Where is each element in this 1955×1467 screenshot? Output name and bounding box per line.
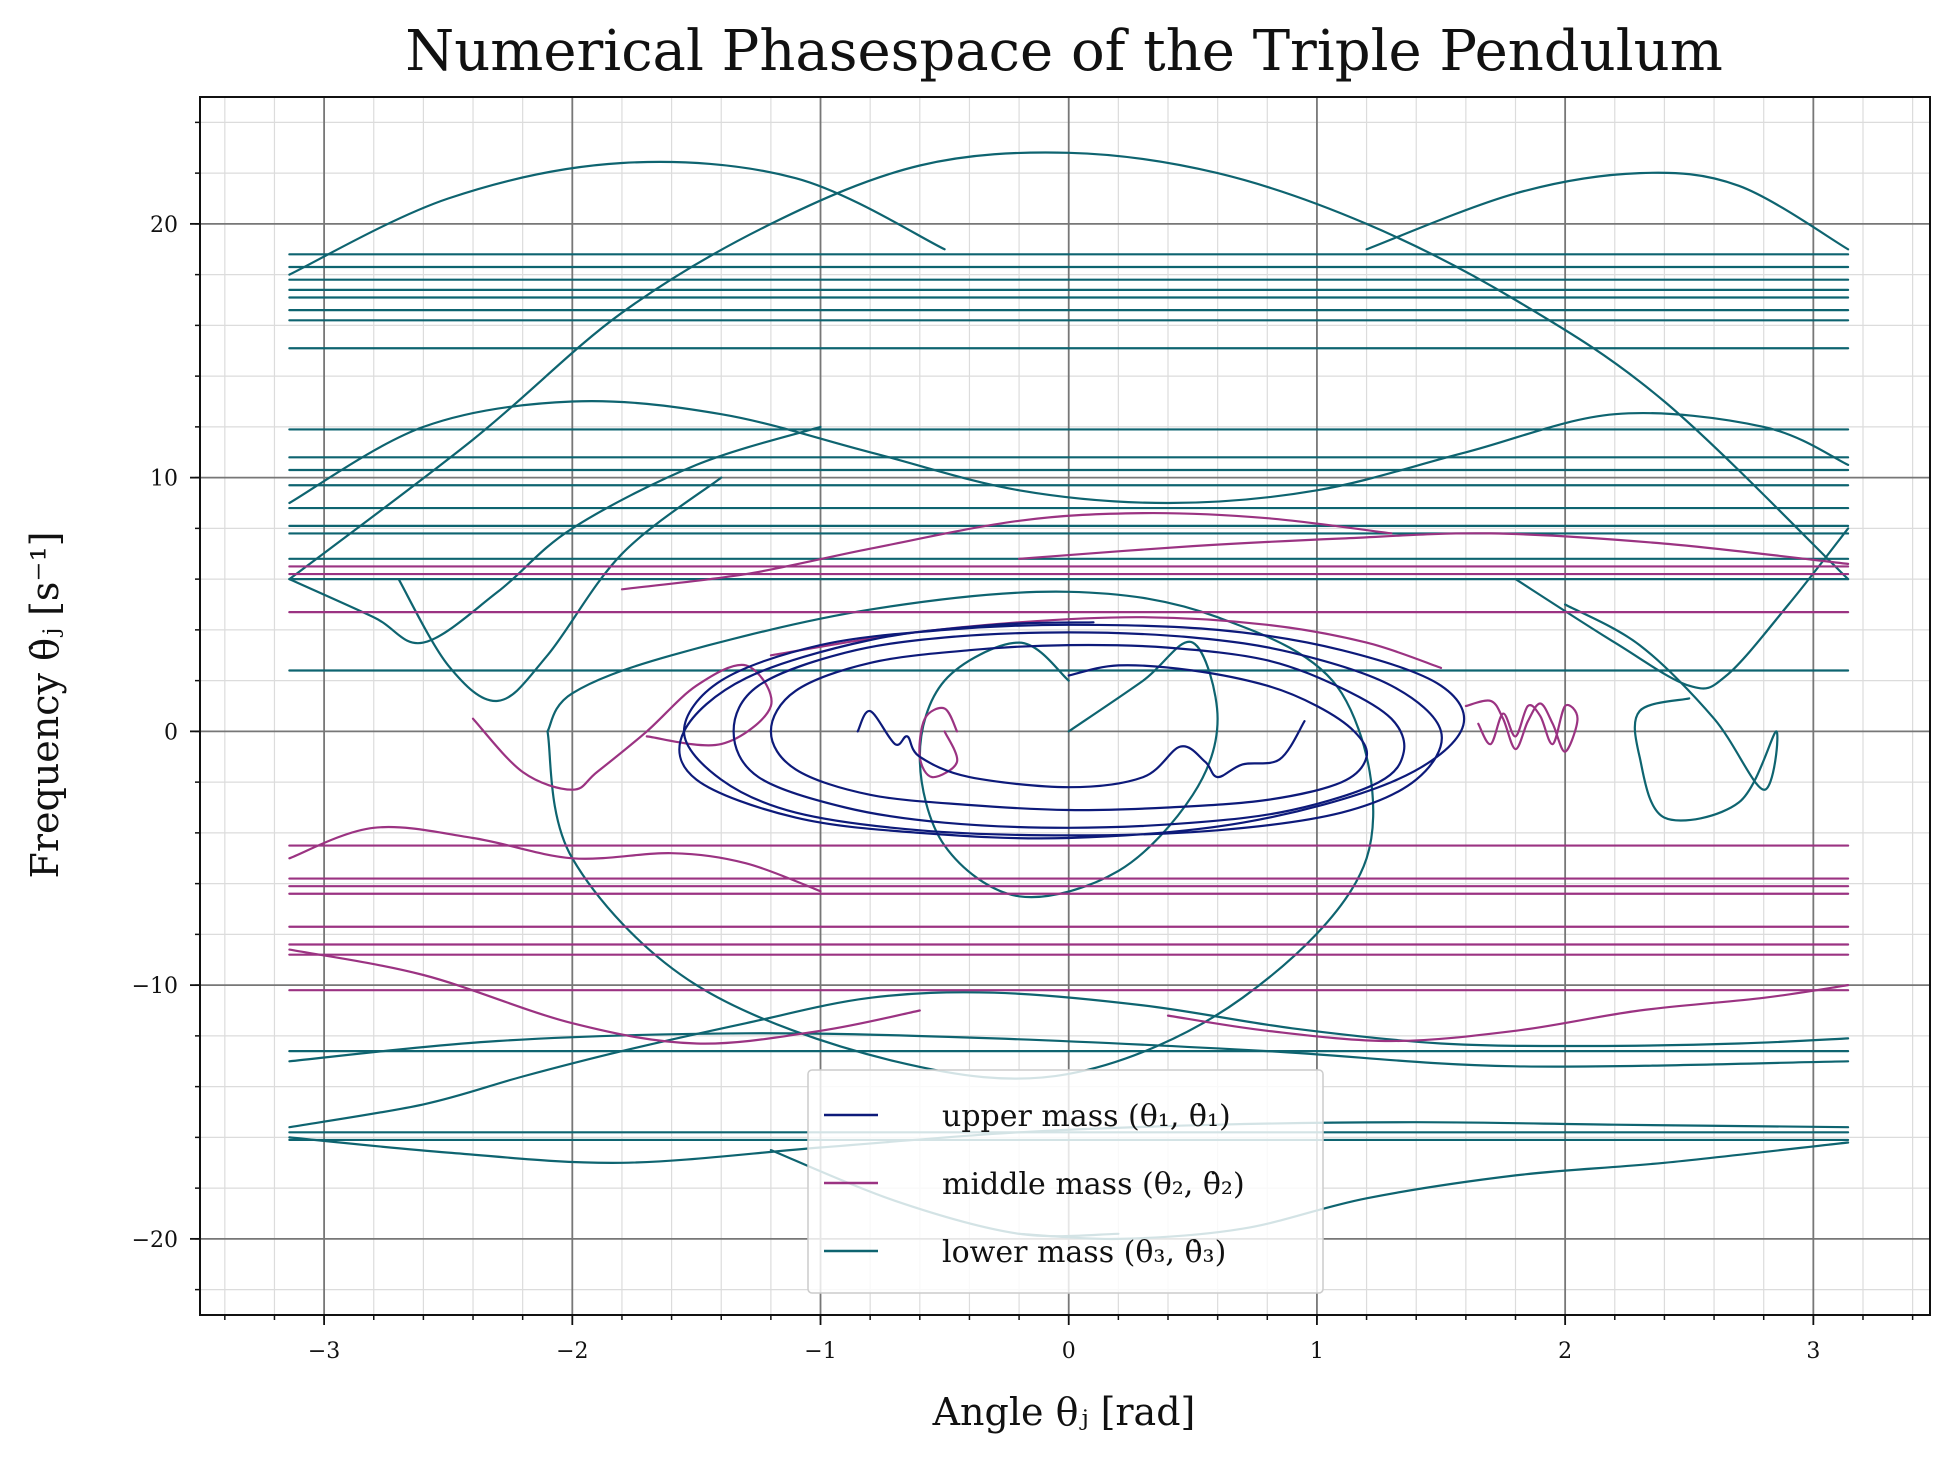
y-tick-label: 10	[150, 467, 178, 492]
major-grid	[200, 97, 1930, 1315]
y-tick-label: 20	[150, 213, 178, 238]
x-tick-label: 2	[1558, 1339, 1572, 1364]
series-line	[288, 160, 946, 276]
series-1	[288, 511, 1850, 1045]
x-tick-label: −2	[556, 1339, 588, 1364]
plot-frame	[199, 96, 1931, 1316]
series-line	[1166, 984, 1850, 1043]
x-axis-label: Angle θⱼ [rad]	[932, 1390, 1196, 1434]
y-tick-label: −20	[132, 1228, 178, 1253]
x-tick-label: 1	[1310, 1339, 1324, 1364]
legend-label: upper mass (θ₁, θ̇₁)	[942, 1099, 1231, 1134]
legend-box	[807, 1069, 1324, 1294]
series-0	[678, 621, 1466, 840]
series-line	[1018, 532, 1850, 565]
series-2	[288, 151, 1850, 1241]
series-line	[620, 511, 1393, 591]
series-line	[288, 1032, 1850, 1068]
series-line	[1514, 527, 1850, 690]
x-tick-label: −1	[804, 1339, 836, 1364]
series-line	[546, 590, 1375, 1080]
series-layer	[288, 151, 1850, 1241]
series-line	[678, 621, 1466, 840]
series-line	[856, 709, 1306, 789]
y-axis-label: Frequency θ̇ⱼ [s⁻¹]	[23, 531, 67, 878]
y-tick-label: −10	[132, 974, 178, 999]
x-tick-label: 3	[1806, 1339, 1820, 1364]
series-line	[471, 663, 773, 791]
series-line	[918, 640, 1219, 899]
chart-title: Numerical Phasespace of the Triple Pendu…	[405, 19, 1723, 84]
series-line	[288, 991, 1850, 1129]
series-line	[1365, 171, 1850, 251]
x-tick-label: −3	[308, 1339, 340, 1364]
series-line	[1564, 603, 1779, 822]
series-line	[288, 400, 1850, 505]
legend: upper mass (θ₁, θ̇₁) middle mass (θ₂, θ̇₂…	[807, 1069, 1324, 1294]
y-axis: −20 −10 0 10 20	[132, 121, 200, 1291]
series-line	[288, 948, 921, 1045]
y-tick-label: 0	[164, 720, 178, 745]
legend-label: lower mass (θ₃, θ̇₃)	[942, 1235, 1226, 1270]
series-line	[288, 151, 1850, 581]
legend-label: middle mass (θ₂, θ̇₂)	[942, 1167, 1245, 1202]
x-axis: −3 −2 −1 0 1 2 3	[224, 1315, 1914, 1364]
series-line	[288, 425, 822, 645]
series-line	[288, 825, 822, 893]
x-tick-label: 0	[1062, 1339, 1076, 1364]
series-line	[397, 476, 723, 703]
series-line	[1464, 699, 1579, 753]
